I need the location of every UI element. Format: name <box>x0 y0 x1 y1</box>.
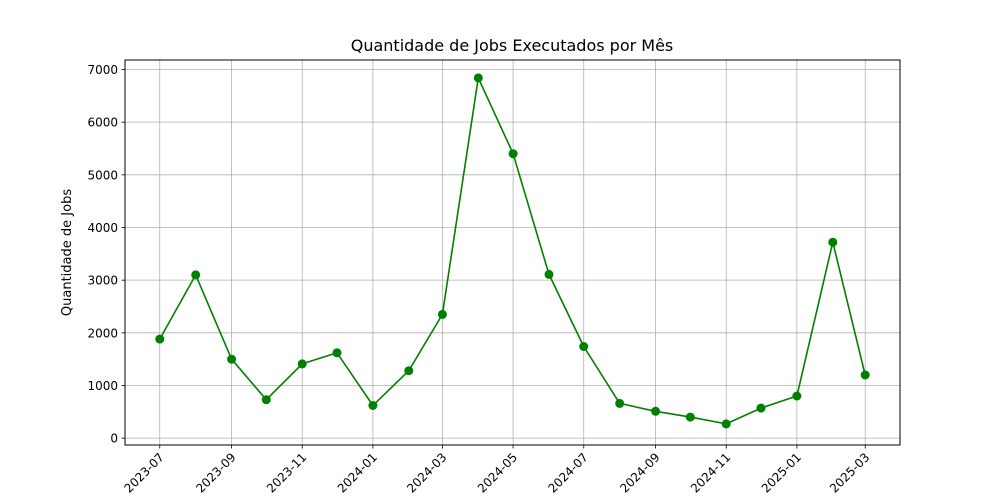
data-point-marker <box>544 269 554 279</box>
data-point-marker <box>155 334 165 344</box>
data-point-marker <box>404 366 414 376</box>
x-tick-label: 2023-09 <box>193 450 238 495</box>
data-point-marker <box>261 395 271 405</box>
x-tick-label: 2025-01 <box>759 450 804 495</box>
data-point-marker <box>508 149 518 159</box>
data-point-marker <box>473 73 483 83</box>
y-tick-label: 6000 <box>87 116 118 130</box>
x-tick-label: 2024-01 <box>335 450 380 495</box>
x-tick-label: 2024-09 <box>617 450 662 495</box>
chart-title: Quantidade de Jobs Executados por Mês <box>351 36 674 55</box>
data-point-marker <box>721 419 731 429</box>
data-point-marker <box>615 398 625 408</box>
x-tick-label: 2024-11 <box>688 450 733 495</box>
x-tick-label: 2024-07 <box>546 450 591 495</box>
data-point-marker <box>297 359 307 369</box>
axis-ticks: 0 1000 2000 3000 4000 5000 6000 7000 2023-07 2023… <box>87 63 872 496</box>
plot-area-frame <box>124 59 901 446</box>
data-point-marker <box>792 391 802 401</box>
y-tick-label: 0 <box>110 432 118 446</box>
grid <box>125 60 900 445</box>
data-point-marker <box>368 401 378 410</box>
series-layer <box>155 73 870 429</box>
data-point-marker <box>860 370 870 380</box>
data-point-marker <box>685 412 695 422</box>
x-tick-label: 2024-03 <box>404 450 449 495</box>
data-point-marker <box>828 237 838 247</box>
y-tick-label: 2000 <box>87 326 118 340</box>
x-tick-label: 2025-03 <box>827 450 872 495</box>
data-point-marker <box>579 342 589 351</box>
x-tick-label: 2023-11 <box>264 450 309 495</box>
y-tick-label: 5000 <box>87 168 118 182</box>
series-line <box>159 77 866 425</box>
y-tick-label: 4000 <box>87 221 118 235</box>
data-point-marker <box>191 270 201 280</box>
y-axis-label: Quantidade de Jobs <box>60 189 75 316</box>
data-point-marker <box>651 406 661 416</box>
x-tick-label: 2023-07 <box>122 450 167 495</box>
data-point-marker <box>437 309 447 319</box>
x-tick-label: 2024-05 <box>475 450 520 495</box>
data-point-marker <box>227 354 237 364</box>
data-point-marker <box>332 348 342 358</box>
y-tick-label: 1000 <box>87 379 118 393</box>
y-tick-label: 3000 <box>87 274 118 288</box>
y-tick-label: 7000 <box>87 63 118 77</box>
data-point-marker <box>756 403 766 413</box>
